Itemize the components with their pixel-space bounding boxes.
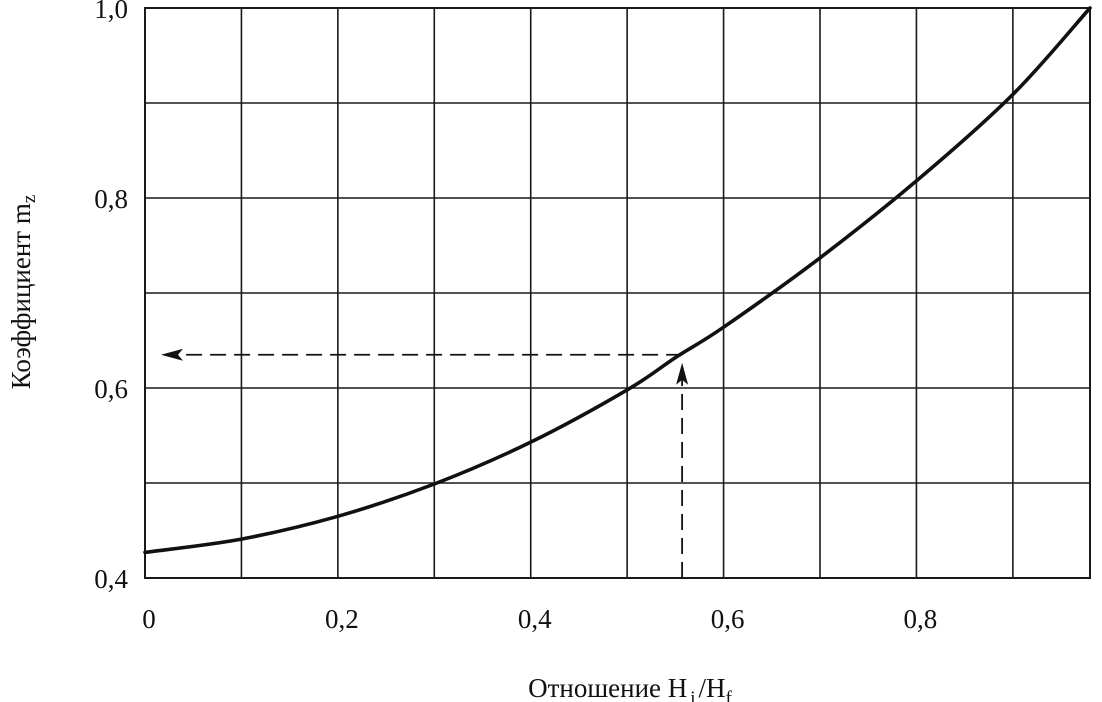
y-tick-labels: 0,4 0,6 0,8 1,0 <box>94 0 128 594</box>
arrowhead-up <box>676 362 689 385</box>
x-tick-label: 0 <box>142 604 156 634</box>
series-curve <box>143 6 1092 555</box>
x-tick-label: 0,8 <box>904 604 938 634</box>
x-tick-label: 0,4 <box>518 604 552 634</box>
x-axis-label-sub-f: f <box>726 688 733 702</box>
grid <box>145 8 1090 578</box>
x-tick-labels: 0 0,2 0,4 0,6 0,8 <box>142 604 937 634</box>
series-layer <box>143 6 1092 555</box>
x-axis-label-sub-i: i <box>690 688 695 702</box>
x-tick-label: 0,6 <box>711 604 745 634</box>
x-tick-label: 0,2 <box>325 604 359 634</box>
y-axis-label: Коэффициент mz <box>6 195 40 390</box>
y-tick-label: 0,8 <box>94 184 128 214</box>
y-tick-label: 1,0 <box>94 0 128 24</box>
y-tick-label: 0,6 <box>94 374 128 404</box>
readout-guides <box>161 348 689 578</box>
y-tick-label: 0,4 <box>94 564 128 594</box>
arrowhead-left <box>161 348 183 361</box>
x-axis-label-separator: /H <box>699 673 726 702</box>
y-axis-label-sub-z: z <box>19 195 40 203</box>
plot-frame <box>144 7 1091 579</box>
